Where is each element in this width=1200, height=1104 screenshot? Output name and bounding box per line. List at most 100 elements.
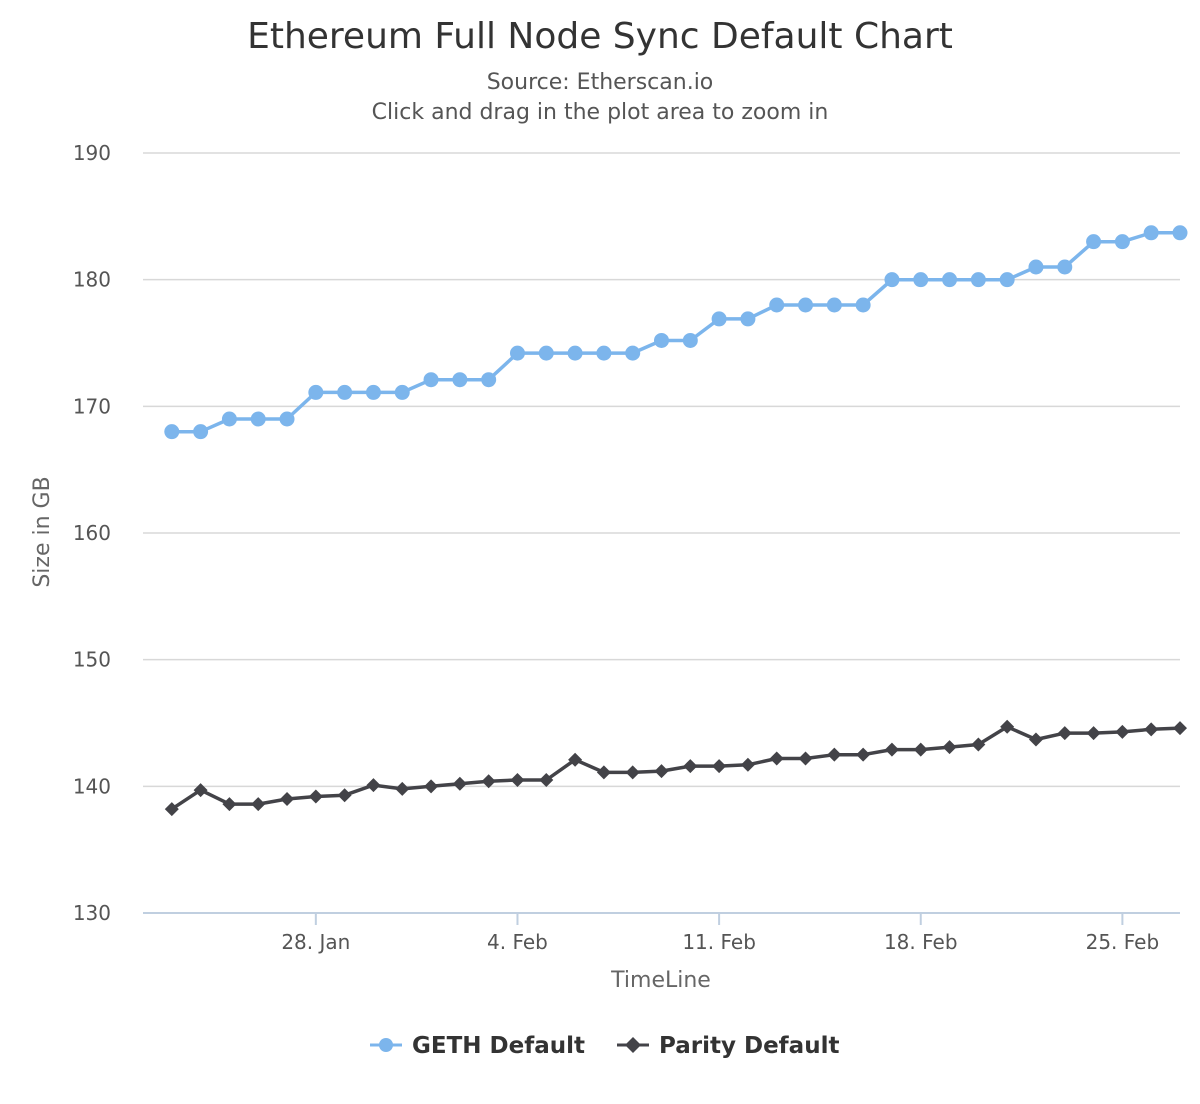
y-tick-label: 150 [73,648,111,672]
data-point-parity[interactable] [366,778,381,793]
data-point-parity[interactable] [395,781,410,796]
series-line-geth [171,231,1180,434]
data-point-geth[interactable] [884,272,900,288]
chart-title: Ethereum Full Node Sync Default Chart [247,16,953,57]
data-point-parity[interactable] [942,740,957,755]
data-point-geth[interactable] [567,345,583,361]
data-point-parity[interactable] [1144,722,1159,737]
data-point-geth[interactable] [509,345,525,361]
data-point-parity[interactable] [683,759,698,774]
data-point-geth[interactable] [1172,225,1188,241]
data-point-geth[interactable] [1143,225,1159,241]
data-point-geth[interactable] [308,384,324,400]
x-axis-title: TimeLine [610,968,711,993]
data-point-parity[interactable] [769,751,784,766]
x-tick-label: 25. Feb [1086,930,1160,954]
data-point-parity[interactable] [424,779,439,794]
series-geth[interactable] [164,225,1188,440]
legend-item-geth[interactable]: GETH Default [370,1033,585,1059]
data-point-geth[interactable] [970,272,986,288]
data-point-parity[interactable] [164,802,179,817]
data-point-parity[interactable] [539,773,554,787]
data-point-parity[interactable] [1028,732,1043,747]
data-point-geth[interactable] [221,411,237,427]
data-point-geth[interactable] [596,345,612,361]
x-tick-label: 11. Feb [682,930,756,954]
data-point-parity[interactable] [222,797,237,812]
data-point-geth[interactable] [1114,234,1130,250]
chart-subtitle: Source: Etherscan.io [487,70,714,95]
x-axis: 28. Jan 4. Feb 11. Feb 18. Feb 25. Feb [143,912,1180,954]
data-point-parity[interactable] [337,788,352,803]
data-point-parity[interactable] [971,737,986,752]
data-point-geth[interactable] [365,384,381,400]
data-point-geth[interactable] [740,311,756,327]
x-tick-label: 18. Feb [884,930,958,954]
data-point-geth[interactable] [711,311,727,327]
data-point-parity[interactable] [625,765,640,780]
data-point-parity[interactable] [1086,726,1101,741]
data-point-parity[interactable] [251,797,266,812]
y-axis-ticks: 130 140 150 160 170 180 190 [73,141,111,925]
data-point-parity[interactable] [1115,724,1130,739]
data-point-parity[interactable] [280,792,295,806]
data-point-geth[interactable] [625,345,641,361]
data-point-parity[interactable] [856,747,871,762]
data-point-geth[interactable] [394,384,410,400]
data-point-parity[interactable] [596,765,611,780]
y-tick-label: 160 [73,521,111,545]
data-point-parity[interactable] [798,751,813,766]
data-point-geth[interactable] [164,424,180,440]
data-point-geth[interactable] [538,345,554,361]
data-point-geth[interactable] [855,297,871,313]
y-tick-label: 180 [73,268,111,292]
series-line-parity [170,725,1181,811]
data-point-geth[interactable] [769,297,785,313]
data-point-parity[interactable] [654,764,669,779]
legend-geth-label: GETH Default [412,1033,585,1059]
data-point-parity[interactable] [568,752,583,767]
data-point-geth[interactable] [481,372,497,388]
data-point-parity[interactable] [481,774,496,789]
data-point-geth[interactable] [337,384,353,400]
data-point-parity[interactable] [452,776,467,791]
y-axis-title: Size in GB [30,476,55,587]
x-tick-label: 4. Feb [487,930,548,954]
data-point-geth[interactable] [1028,259,1044,275]
series-group[interactable] [164,225,1188,817]
legend[interactable]: GETH Default Parity Default [370,1033,839,1059]
data-point-parity[interactable] [712,759,727,774]
data-point-parity[interactable] [193,783,208,798]
x-tick-label: 28. Jan [281,930,350,954]
data-point-geth[interactable] [798,297,814,313]
legend-item-parity[interactable]: Parity Default [617,1033,839,1059]
data-point-parity[interactable] [1057,726,1072,741]
data-point-geth[interactable] [654,332,669,348]
data-point-parity[interactable] [1000,719,1015,734]
data-point-geth[interactable] [193,424,209,440]
data-point-geth[interactable] [682,332,698,348]
data-point-geth[interactable] [452,372,468,388]
data-point-geth[interactable] [913,272,929,288]
data-point-geth[interactable] [1057,259,1073,275]
legend-parity-label: Parity Default [659,1033,839,1059]
data-point-geth[interactable] [423,372,439,388]
y-tick-label: 190 [73,141,111,165]
data-point-parity[interactable] [740,757,755,772]
data-point-geth[interactable] [999,272,1015,288]
data-point-parity[interactable] [1173,721,1187,736]
data-point-parity[interactable] [827,747,842,762]
data-point-parity[interactable] [510,773,525,787]
series-parity[interactable] [164,719,1187,817]
data-point-geth[interactable] [826,297,842,313]
data-point-parity[interactable] [308,789,323,804]
data-point-geth[interactable] [942,272,958,288]
data-point-geth[interactable] [279,411,295,427]
data-point-geth[interactable] [250,411,266,427]
data-point-parity[interactable] [884,742,899,757]
data-point-parity[interactable] [913,742,928,757]
y-tick-label: 130 [73,901,111,925]
data-point-geth[interactable] [1086,234,1102,250]
